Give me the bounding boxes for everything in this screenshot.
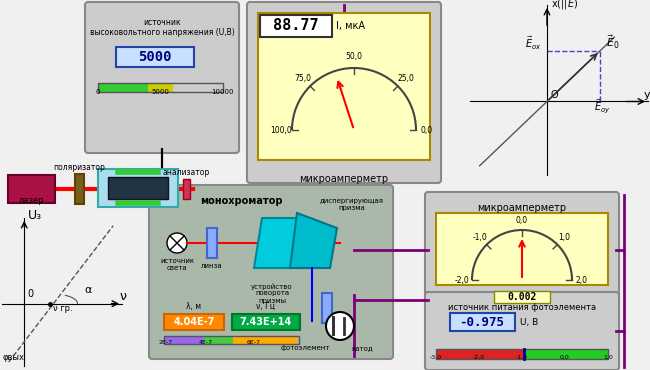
Text: 75,0: 75,0 <box>294 74 311 83</box>
Bar <box>98 83 148 92</box>
Text: 4.04E-7: 4.04E-7 <box>174 317 214 327</box>
Bar <box>436 349 608 359</box>
Text: φвых: φвых <box>3 353 25 362</box>
Text: 50,0: 50,0 <box>346 53 363 61</box>
Polygon shape <box>254 218 310 268</box>
Bar <box>436 213 608 285</box>
Bar <box>233 336 297 344</box>
Text: микроамперметр: микроамперметр <box>478 203 567 213</box>
Bar <box>436 349 524 359</box>
Bar <box>524 349 608 359</box>
Text: 25,0: 25,0 <box>397 74 414 83</box>
Text: 4E-7: 4E-7 <box>199 340 213 345</box>
Bar <box>98 169 178 207</box>
Circle shape <box>326 312 354 340</box>
Text: микроамперметр: микроамперметр <box>300 174 389 184</box>
Circle shape <box>167 233 187 253</box>
Text: 0.002: 0.002 <box>507 292 537 302</box>
Bar <box>207 228 217 258</box>
FancyBboxPatch shape <box>85 2 239 153</box>
Text: I, мкА: I, мкА <box>336 21 365 31</box>
Bar <box>164 314 224 330</box>
Bar <box>108 177 168 199</box>
FancyBboxPatch shape <box>247 2 441 183</box>
Bar <box>322 293 332 323</box>
Text: 6E-7: 6E-7 <box>247 340 261 345</box>
Text: фотоэлемент: фотоэлемент <box>280 345 330 351</box>
FancyBboxPatch shape <box>425 192 619 308</box>
Text: монохроматор: монохроматор <box>200 196 282 206</box>
Text: 100,0: 100,0 <box>270 125 292 135</box>
Bar <box>98 83 223 92</box>
Text: 1,0: 1,0 <box>603 355 613 360</box>
Bar <box>204 336 233 344</box>
Bar <box>164 336 204 344</box>
Bar <box>332 316 335 336</box>
Text: 2,0: 2,0 <box>576 276 588 285</box>
Text: $\vec{E}_{ox}$: $\vec{E}_{ox}$ <box>525 35 541 53</box>
Text: -1,0: -1,0 <box>472 233 487 242</box>
Text: источник питания фотоэлемента: источник питания фотоэлемента <box>448 303 596 312</box>
Text: -0.975: -0.975 <box>460 316 504 329</box>
Text: -2,0: -2,0 <box>454 276 469 285</box>
Bar <box>232 314 300 330</box>
Bar <box>173 83 233 92</box>
Text: 7.43E+14: 7.43E+14 <box>240 317 292 327</box>
Bar <box>164 336 299 344</box>
Text: -3,0: -3,0 <box>430 355 442 360</box>
FancyBboxPatch shape <box>425 292 619 370</box>
Text: $\vec{E}_0$: $\vec{E}_0$ <box>606 34 619 51</box>
Text: 10000: 10000 <box>211 89 233 95</box>
Text: 5000: 5000 <box>138 50 172 64</box>
Bar <box>183 179 190 199</box>
Text: $\vec{E}_{oy}$: $\vec{E}_{oy}$ <box>594 97 610 115</box>
Text: O: O <box>551 90 558 100</box>
Text: -1,0: -1,0 <box>516 355 528 360</box>
Text: U, В: U, В <box>520 317 538 326</box>
Text: λ, м: λ, м <box>187 302 202 311</box>
Bar <box>75 174 84 204</box>
Text: 2E-7: 2E-7 <box>159 340 173 345</box>
Text: 0,0: 0,0 <box>560 355 570 360</box>
Text: линза: линза <box>202 263 223 269</box>
Text: поляризатор: поляризатор <box>53 163 105 172</box>
Text: 88.77: 88.77 <box>273 18 318 34</box>
Text: лазер: лазер <box>19 196 44 205</box>
Text: 0,0: 0,0 <box>421 125 433 135</box>
Bar <box>260 15 332 37</box>
Bar <box>450 313 515 331</box>
Text: 0: 0 <box>96 89 100 95</box>
Text: 0,0: 0,0 <box>516 215 528 225</box>
Text: диспергирующая
призма: диспергирующая призма <box>320 198 384 211</box>
Polygon shape <box>290 213 337 268</box>
Bar <box>8 175 55 203</box>
Text: ν гр.: ν гр. <box>53 304 73 313</box>
Bar <box>494 291 550 303</box>
Bar <box>258 13 430 160</box>
Text: 1,0: 1,0 <box>558 233 571 242</box>
Text: 0: 0 <box>27 289 33 299</box>
FancyBboxPatch shape <box>149 185 393 359</box>
Bar <box>148 83 173 92</box>
Text: 5000: 5000 <box>151 89 169 95</box>
Text: катод: катод <box>351 345 373 351</box>
Text: ν: ν <box>120 290 127 303</box>
Text: источник
высоковольтного напряжения (U,В): источник высоковольтного напряжения (U,В… <box>90 18 235 37</box>
Text: y: y <box>644 90 650 100</box>
Text: α: α <box>84 285 92 295</box>
Text: U₃: U₃ <box>28 209 42 222</box>
Text: анализатор: анализатор <box>163 168 210 177</box>
Text: -2,0: -2,0 <box>473 355 485 360</box>
Bar <box>116 47 194 67</box>
Text: ν, Гц: ν, Гц <box>257 302 276 311</box>
Text: источник
света: источник света <box>160 258 194 271</box>
Text: устройство
поворота
призмы: устройство поворота призмы <box>251 283 292 303</box>
Text: x(||$\vec{E}$): x(||$\vec{E}$) <box>551 0 578 12</box>
